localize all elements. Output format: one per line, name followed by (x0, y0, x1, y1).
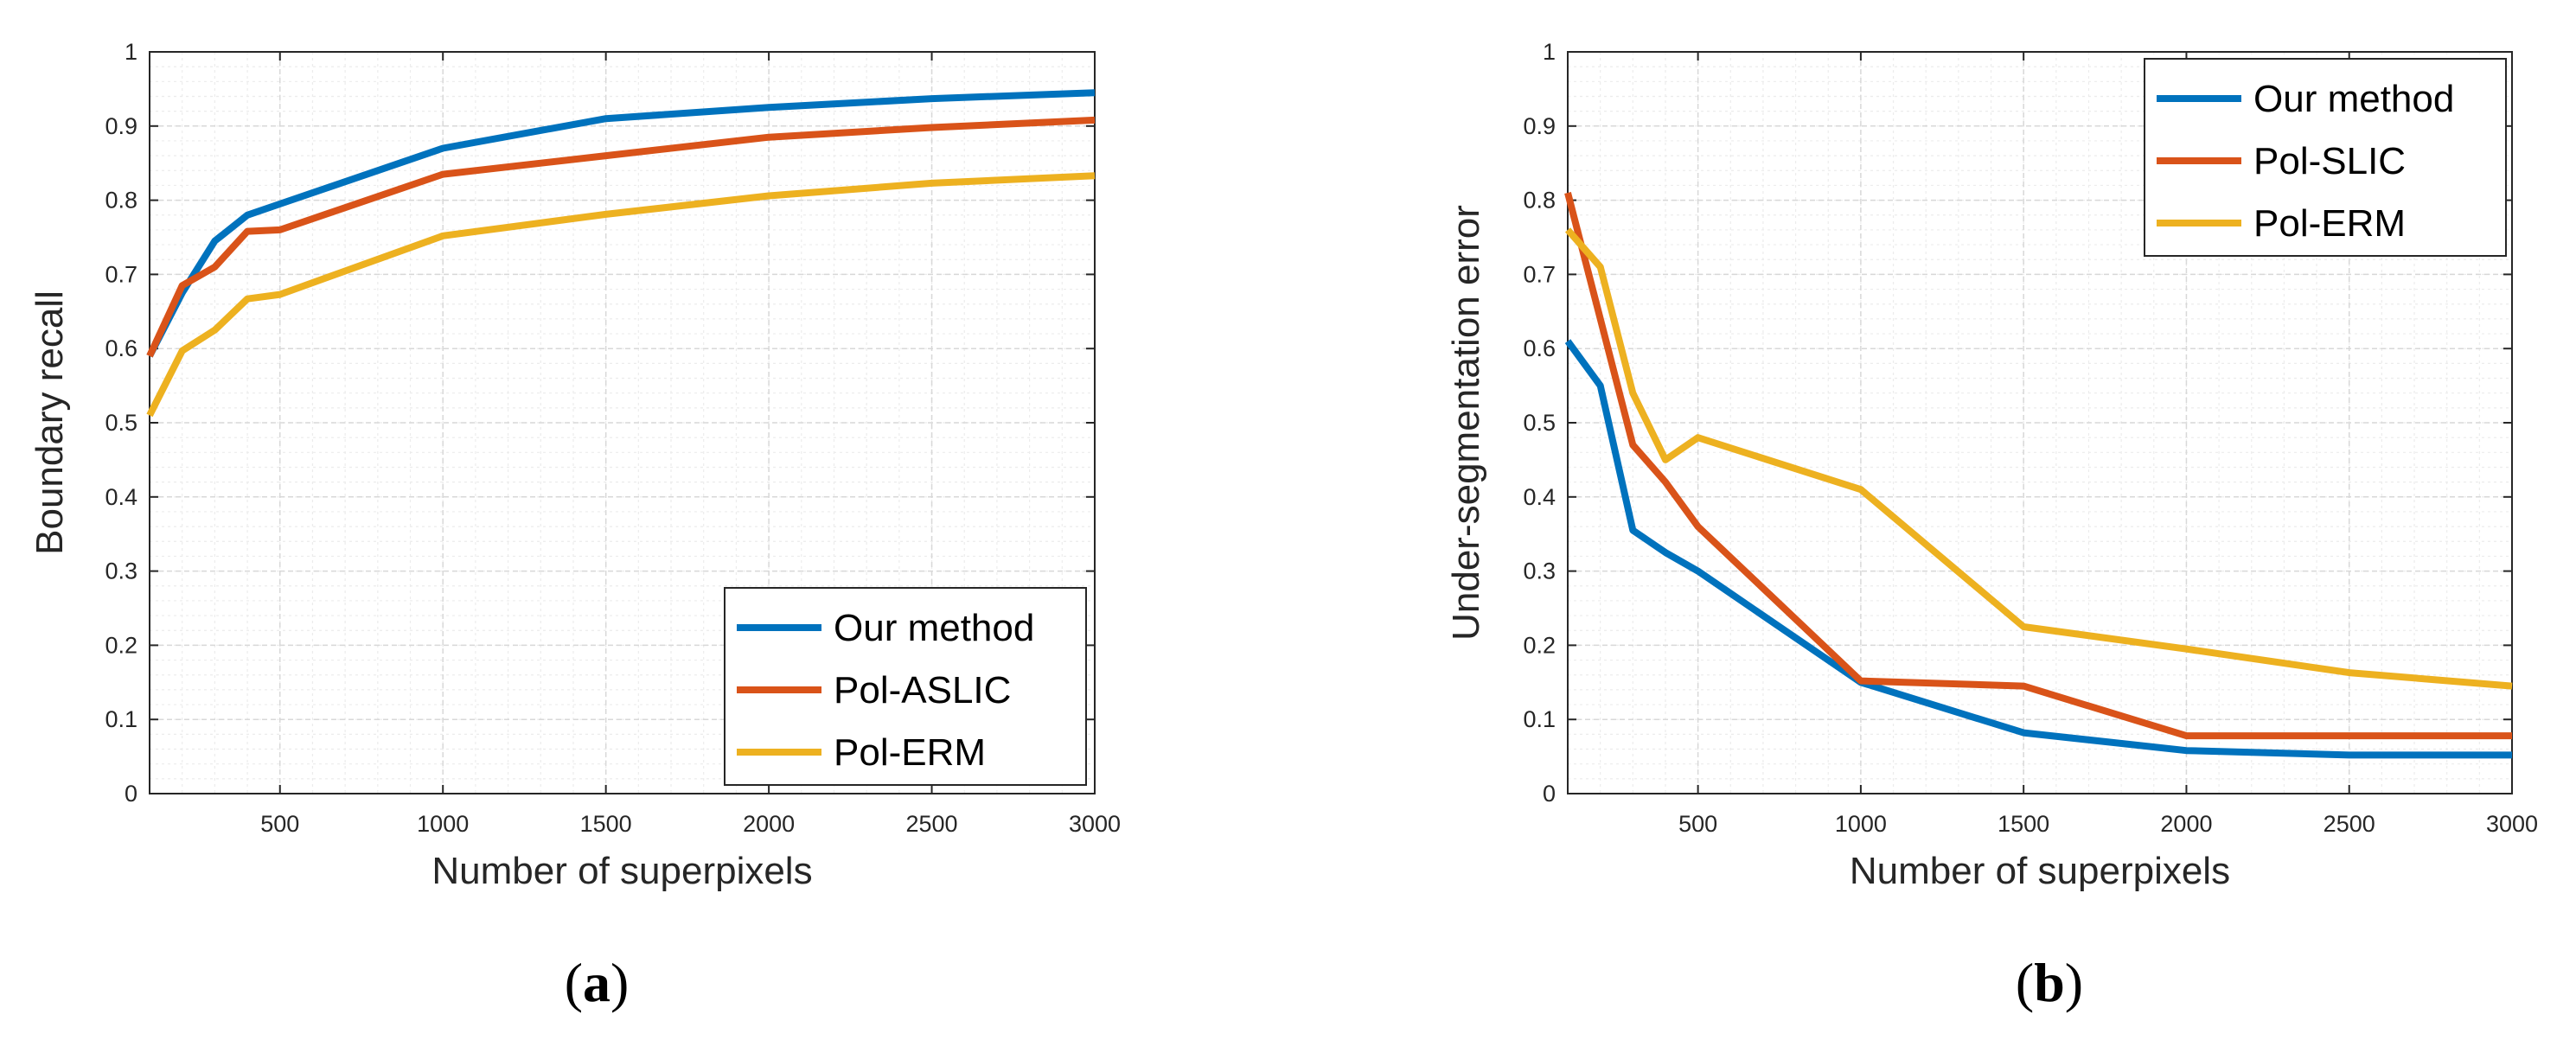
y-tick-label: 0.9 (105, 113, 137, 139)
y-tick-label: 0.3 (1523, 558, 1556, 584)
y-tick-label: 0.1 (105, 706, 137, 732)
y-tick-label: 0.8 (105, 188, 137, 214)
y-tick-label: 0.6 (1523, 335, 1556, 361)
series-line-pol-slic (1564, 191, 2512, 740)
x-tick-label: 2500 (906, 811, 958, 837)
x-tick-label: 2500 (2324, 811, 2375, 837)
y-tick-label: 0.5 (105, 410, 137, 436)
legend-label: Our method (834, 607, 1034, 649)
y-tick-label: 0.5 (1523, 410, 1556, 436)
legend: Our method Pol-ASLIC Pol-ERM (724, 587, 1087, 786)
caption-close-paren: ) (2065, 952, 2083, 1013)
panel-caption: (a) (565, 952, 630, 1013)
caption-open-paren: ( (565, 952, 583, 1013)
caption-open-paren: ( (2016, 952, 2034, 1013)
x-tick-label: 1500 (1998, 811, 2049, 837)
legend-label: Pol-ERM (2253, 202, 2406, 245)
y-tick-label: 1 (1543, 39, 1556, 65)
x-axis-label: Number of superpixels (431, 850, 812, 892)
series-line-our-method (146, 89, 1096, 358)
y-tick-label: 0.6 (105, 335, 137, 361)
caption-letter: b (2034, 952, 2065, 1013)
series-line-pol-erm (1564, 227, 2513, 690)
caption-close-paren: ) (610, 952, 629, 1013)
y-tick-label: 0.4 (105, 484, 137, 510)
y-tick-label: 0.8 (1523, 188, 1556, 214)
y-tick-label: 0.1 (1523, 706, 1556, 732)
caption-letter: a (583, 952, 610, 1013)
y-tick-label: 0 (1543, 781, 1556, 807)
series-line-pol-aslic (146, 116, 1096, 358)
y-tick-label: 0.9 (1523, 113, 1556, 139)
x-axis-label: Number of superpixels (1850, 850, 2230, 892)
legend: Our method Pol-SLIC Pol-ERM (2144, 58, 2507, 257)
x-tick-label: 3000 (1069, 811, 1121, 837)
x-tick-label: 1000 (417, 811, 469, 837)
y-tick-label: 0.2 (1523, 632, 1556, 658)
y-tick-label: 0.3 (105, 558, 137, 584)
x-tick-label: 1000 (1835, 811, 1887, 837)
series-line-our-method (1564, 339, 2512, 759)
legend-label: Pol-ERM (834, 731, 986, 774)
y-tick-label: 1 (125, 39, 137, 65)
y-tick-label: 0.7 (1523, 261, 1556, 287)
y-tick-label: 0.4 (1523, 484, 1556, 510)
y-axis-label: Boundary recall (29, 290, 71, 555)
x-tick-label: 500 (260, 811, 299, 837)
y-tick-label: 0.2 (105, 632, 137, 658)
panel-caption: (b) (2016, 952, 2083, 1013)
x-tick-label: 500 (1678, 811, 1717, 837)
x-tick-label: 2000 (2160, 811, 2212, 837)
x-tick-label: 3000 (2486, 811, 2538, 837)
y-tick-label: 0.7 (105, 261, 137, 287)
series-line-pol-erm (146, 172, 1096, 418)
legend-label: Pol-ASLIC (834, 669, 1011, 711)
x-tick-label: 2000 (743, 811, 795, 837)
legend-label: Pol-SLIC (2253, 140, 2406, 182)
legend-label: Our method (2253, 78, 2454, 120)
y-tick-label: 0 (125, 781, 137, 807)
y-axis-label: Under-segmentation error (1445, 205, 1487, 641)
x-tick-label: 1500 (580, 811, 632, 837)
